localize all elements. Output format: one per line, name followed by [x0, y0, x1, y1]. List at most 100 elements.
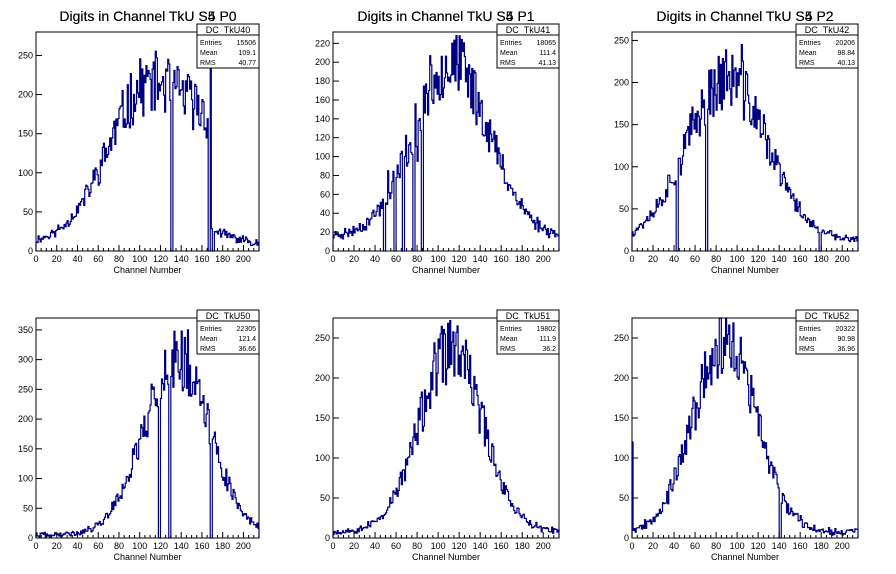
stats-key: Entries [200, 40, 222, 47]
histogram-series [332, 320, 560, 538]
y-tick-label: 250 [18, 384, 33, 394]
stats-key: Mean [500, 336, 518, 343]
histogram-panel: Digits in Channel TkU S4 P1 0 20 40 60 80 100 1… [315, 8, 560, 275]
x-axis-label: Channel Number [711, 552, 779, 562]
x-tick-label: 40 [72, 254, 82, 264]
x-tick-label: 20 [648, 254, 658, 264]
x-tick-label: 0 [629, 254, 634, 264]
x-tick-label: 160 [194, 254, 209, 264]
stats-box: DC_TkU52 Entries 20322 Mean 90.98 RMS 36.96 [795, 309, 859, 355]
x-tick-label: 200 [536, 541, 551, 551]
y-tick-label: 20 [320, 227, 330, 237]
stats-key: Entries [500, 40, 522, 47]
histogram-series [332, 34, 560, 252]
y-tick-label: 60 [320, 189, 330, 199]
histogram-series [35, 45, 260, 252]
stats-name: DC_TkU52 [805, 311, 850, 321]
y-tick-label: 160 [315, 95, 330, 105]
x-tick-label: 40 [370, 254, 380, 264]
stats-value: 109.1 [238, 50, 256, 57]
x-tick-label: 40 [72, 541, 82, 551]
x-tick-label: 120 [452, 541, 467, 551]
x-tick-label: 100 [730, 254, 745, 264]
x-tick-label: 200 [236, 254, 251, 264]
stats-value: 121.4 [238, 336, 256, 343]
stats-frame [795, 309, 859, 355]
y-tick-label: 40 [320, 208, 330, 218]
x-tick-label: 120 [153, 541, 168, 551]
y-tick-label: 200 [18, 414, 33, 424]
stats-key: RMS [500, 60, 516, 67]
x-tick-label: 0 [330, 541, 335, 551]
y-tick-label: 150 [614, 413, 629, 423]
y-tick-label: 100 [18, 168, 33, 178]
y-tick-label: 150 [614, 120, 629, 130]
histogram-panel: Digits in Channel TkU S5 P2 0 20 40 60 80 100 1… [614, 8, 859, 562]
chart-title: Digits in Channel TkU S5 P0 [59, 8, 236, 24]
plot-frame [631, 317, 859, 539]
stats-key: Entries [799, 40, 821, 47]
y-tick-label: 220 [315, 38, 330, 48]
y-tick-label: 100 [614, 453, 629, 463]
stats-box: DC_TkU51 Entries 19802 Mean 111.9 RMS 36.2 [496, 309, 560, 355]
y-tick-label: 200 [614, 373, 629, 383]
histogram-series [631, 317, 859, 539]
stats-value: 40.13 [837, 60, 855, 67]
stats-value: 22305 [237, 326, 257, 333]
stats-frame [496, 309, 560, 355]
x-tick-label: 80 [711, 254, 721, 264]
stats-value: 20322 [836, 326, 856, 333]
stats-frame [795, 23, 859, 69]
x-tick-label: 100 [132, 254, 147, 264]
stats-value: 36.66 [238, 346, 256, 353]
stats-value: 98.84 [837, 50, 855, 57]
y-tick-label: 100 [18, 474, 33, 484]
x-tick-label: 200 [835, 541, 850, 551]
stats-key: Entries [500, 326, 522, 333]
x-tick-label: 140 [772, 254, 787, 264]
y-tick-label: 120 [315, 133, 330, 143]
y-tick-label: 0 [28, 246, 33, 256]
x-tick-label: 140 [473, 541, 488, 551]
y-tick-label: 150 [315, 413, 330, 423]
x-tick-label: 40 [669, 541, 679, 551]
y-tick-label: 200 [18, 90, 33, 100]
y-tick-label: 200 [614, 78, 629, 88]
stats-key: Mean [799, 50, 817, 57]
x-tick-label: 200 [536, 254, 551, 264]
y-tick-label: 150 [18, 444, 33, 454]
x-tick-label: 180 [515, 254, 530, 264]
x-tick-label: 20 [349, 541, 359, 551]
y-tick-label: 140 [315, 114, 330, 124]
x-tick-label: 120 [153, 254, 168, 264]
y-tick-label: 50 [619, 493, 629, 503]
y-tick-label: 50 [23, 503, 33, 513]
x-tick-label: 100 [132, 541, 147, 551]
x-tick-label: 120 [751, 541, 766, 551]
x-tick-label: 60 [690, 541, 700, 551]
y-tick-label: 100 [614, 162, 629, 172]
histogram-panel: Digits in Channel TkU S4 P0 0 20 40 60 80 100 1… [18, 8, 260, 275]
stats-key: Mean [200, 336, 218, 343]
x-tick-label: 140 [772, 541, 787, 551]
x-tick-label: 80 [114, 254, 124, 264]
histogram-panel: Digits in Channel TkU S5 P1 0 20 40 60 80 100 1… [315, 8, 560, 562]
x-tick-label: 80 [114, 541, 124, 551]
y-tick-label: 0 [325, 246, 330, 256]
x-tick-label: 180 [515, 541, 530, 551]
stats-key: RMS [200, 60, 216, 67]
x-tick-label: 180 [814, 254, 829, 264]
chart-title: Digits in Channel TkU S4 P1 [357, 8, 534, 24]
stats-key: Entries [799, 326, 821, 333]
x-tick-label: 20 [349, 254, 359, 264]
x-axis-label: Channel Number [412, 265, 480, 275]
stats-value: 111.9 [540, 336, 557, 343]
stats-name: DC_TkU40 [206, 25, 251, 35]
x-tick-label: 140 [174, 541, 189, 551]
stats-value: 90.98 [837, 336, 855, 343]
plot-frame [35, 31, 260, 252]
x-tick-label: 120 [452, 254, 467, 264]
x-tick-label: 160 [793, 541, 808, 551]
y-tick-label: 0 [28, 533, 33, 543]
